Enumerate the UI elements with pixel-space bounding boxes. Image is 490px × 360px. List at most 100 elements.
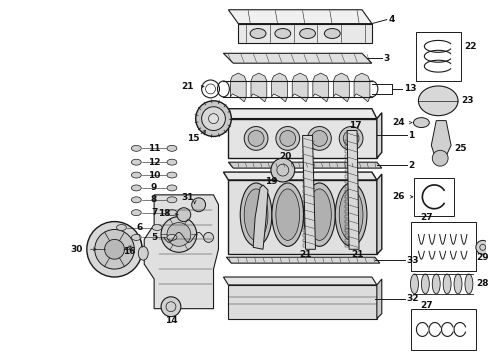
Ellipse shape — [131, 145, 141, 151]
Ellipse shape — [167, 234, 177, 240]
Text: 10: 10 — [148, 171, 160, 180]
Ellipse shape — [244, 189, 268, 240]
Ellipse shape — [167, 197, 177, 203]
Ellipse shape — [414, 118, 429, 127]
Text: 7: 7 — [151, 208, 157, 217]
Ellipse shape — [339, 127, 363, 150]
Text: 21: 21 — [351, 250, 363, 259]
Bar — [345, 165, 353, 168]
Polygon shape — [251, 73, 267, 102]
Polygon shape — [313, 73, 329, 102]
Text: 27: 27 — [420, 301, 433, 310]
Ellipse shape — [411, 274, 418, 294]
Ellipse shape — [87, 221, 142, 277]
Polygon shape — [431, 121, 451, 160]
Ellipse shape — [131, 197, 141, 203]
Text: 14: 14 — [165, 316, 177, 325]
Bar — [345, 140, 353, 143]
Bar — [345, 200, 353, 203]
Text: 11: 11 — [148, 144, 160, 153]
Text: 12: 12 — [148, 158, 160, 167]
Ellipse shape — [418, 86, 458, 116]
Ellipse shape — [308, 127, 331, 150]
Bar — [345, 239, 353, 242]
Text: 13: 13 — [404, 85, 416, 94]
Ellipse shape — [300, 28, 316, 39]
Ellipse shape — [280, 131, 295, 147]
Text: 31: 31 — [181, 193, 194, 202]
Bar — [345, 160, 353, 163]
Ellipse shape — [304, 183, 335, 246]
Bar — [412, 221, 476, 271]
Bar — [303, 190, 311, 193]
Text: 30: 30 — [71, 245, 83, 254]
Polygon shape — [226, 257, 380, 263]
Text: 17: 17 — [349, 121, 362, 130]
Bar — [345, 229, 353, 233]
Polygon shape — [354, 73, 370, 102]
Text: 26: 26 — [392, 192, 405, 201]
Polygon shape — [230, 73, 246, 102]
Text: 1: 1 — [409, 131, 415, 140]
Ellipse shape — [271, 158, 294, 182]
Bar — [303, 200, 311, 203]
Polygon shape — [377, 174, 382, 254]
Bar — [345, 215, 353, 217]
Text: 33: 33 — [407, 256, 419, 265]
Ellipse shape — [167, 145, 177, 151]
Bar — [303, 239, 311, 242]
Polygon shape — [271, 73, 288, 102]
Ellipse shape — [465, 274, 473, 294]
Ellipse shape — [421, 274, 429, 294]
Polygon shape — [228, 10, 372, 24]
Ellipse shape — [432, 274, 440, 294]
Polygon shape — [223, 172, 377, 180]
Bar — [345, 150, 353, 153]
Ellipse shape — [343, 131, 359, 147]
Ellipse shape — [167, 159, 177, 165]
Polygon shape — [253, 185, 268, 249]
Ellipse shape — [432, 150, 448, 166]
Ellipse shape — [167, 222, 191, 246]
Text: 22: 22 — [464, 42, 476, 51]
Ellipse shape — [240, 183, 272, 246]
Ellipse shape — [276, 189, 300, 240]
Ellipse shape — [117, 225, 126, 230]
Text: 2: 2 — [409, 161, 415, 170]
Text: 27: 27 — [420, 213, 433, 222]
Text: 15: 15 — [188, 134, 200, 143]
Text: 20: 20 — [279, 152, 291, 161]
Polygon shape — [238, 24, 372, 44]
Polygon shape — [223, 109, 377, 119]
Ellipse shape — [167, 172, 177, 178]
Ellipse shape — [209, 114, 219, 123]
Polygon shape — [228, 180, 377, 254]
Ellipse shape — [196, 101, 231, 136]
Ellipse shape — [324, 28, 340, 39]
Polygon shape — [292, 73, 308, 102]
Polygon shape — [377, 279, 382, 319]
Polygon shape — [223, 53, 372, 63]
Bar — [345, 170, 353, 173]
Bar — [303, 145, 311, 148]
Polygon shape — [223, 277, 377, 285]
Bar — [345, 244, 353, 247]
Bar — [345, 210, 353, 213]
Text: 21: 21 — [299, 250, 312, 259]
Ellipse shape — [131, 210, 141, 216]
Ellipse shape — [476, 240, 490, 254]
Bar — [345, 155, 353, 158]
Bar — [303, 160, 311, 163]
Bar — [303, 150, 311, 153]
Bar — [345, 145, 353, 148]
Text: 6: 6 — [136, 223, 143, 232]
Polygon shape — [347, 131, 359, 249]
Ellipse shape — [167, 210, 177, 216]
Ellipse shape — [202, 107, 225, 131]
Text: 9: 9 — [151, 183, 157, 192]
Text: 18: 18 — [158, 209, 171, 218]
Text: 29: 29 — [476, 253, 489, 262]
Ellipse shape — [161, 297, 181, 316]
Bar — [412, 309, 476, 350]
Text: 3: 3 — [384, 54, 390, 63]
